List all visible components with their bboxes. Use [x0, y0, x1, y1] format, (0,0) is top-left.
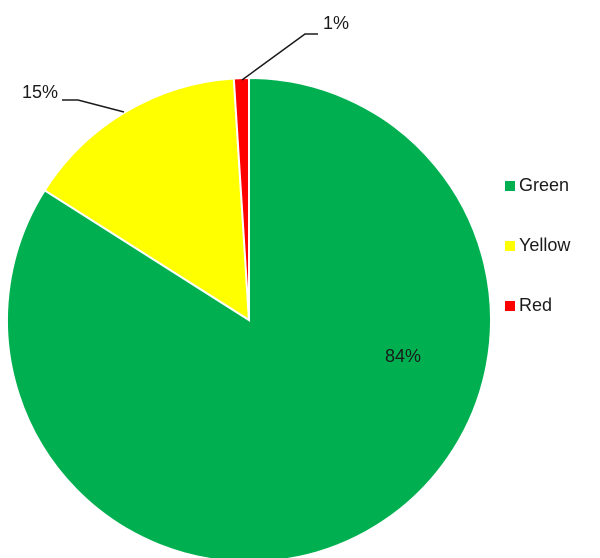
leader-line-yellow — [62, 99, 125, 113]
pie-slice-yellow — [43, 77, 251, 322]
legend-swatch-red — [505, 301, 515, 311]
legend-label-red: Red — [519, 295, 552, 315]
data-labels: 84% 15% 1% — [22, 13, 421, 366]
legend: Green Yellow Red — [505, 175, 571, 315]
legend-swatch-yellow — [505, 241, 515, 251]
legend-swatch-green — [505, 181, 515, 191]
pie-slices — [6, 76, 492, 558]
legend-label-yellow: Yellow — [519, 235, 571, 255]
data-label-yellow: 15% — [22, 82, 58, 102]
leader-lines — [62, 33, 318, 113]
data-label-green: 84% — [385, 346, 421, 366]
leader-line-red — [241, 33, 318, 81]
pie-slice-red — [232, 76, 250, 321]
pie-slice-green — [6, 76, 492, 558]
legend-label-green: Green — [519, 175, 569, 195]
data-label-red: 1% — [323, 13, 349, 33]
